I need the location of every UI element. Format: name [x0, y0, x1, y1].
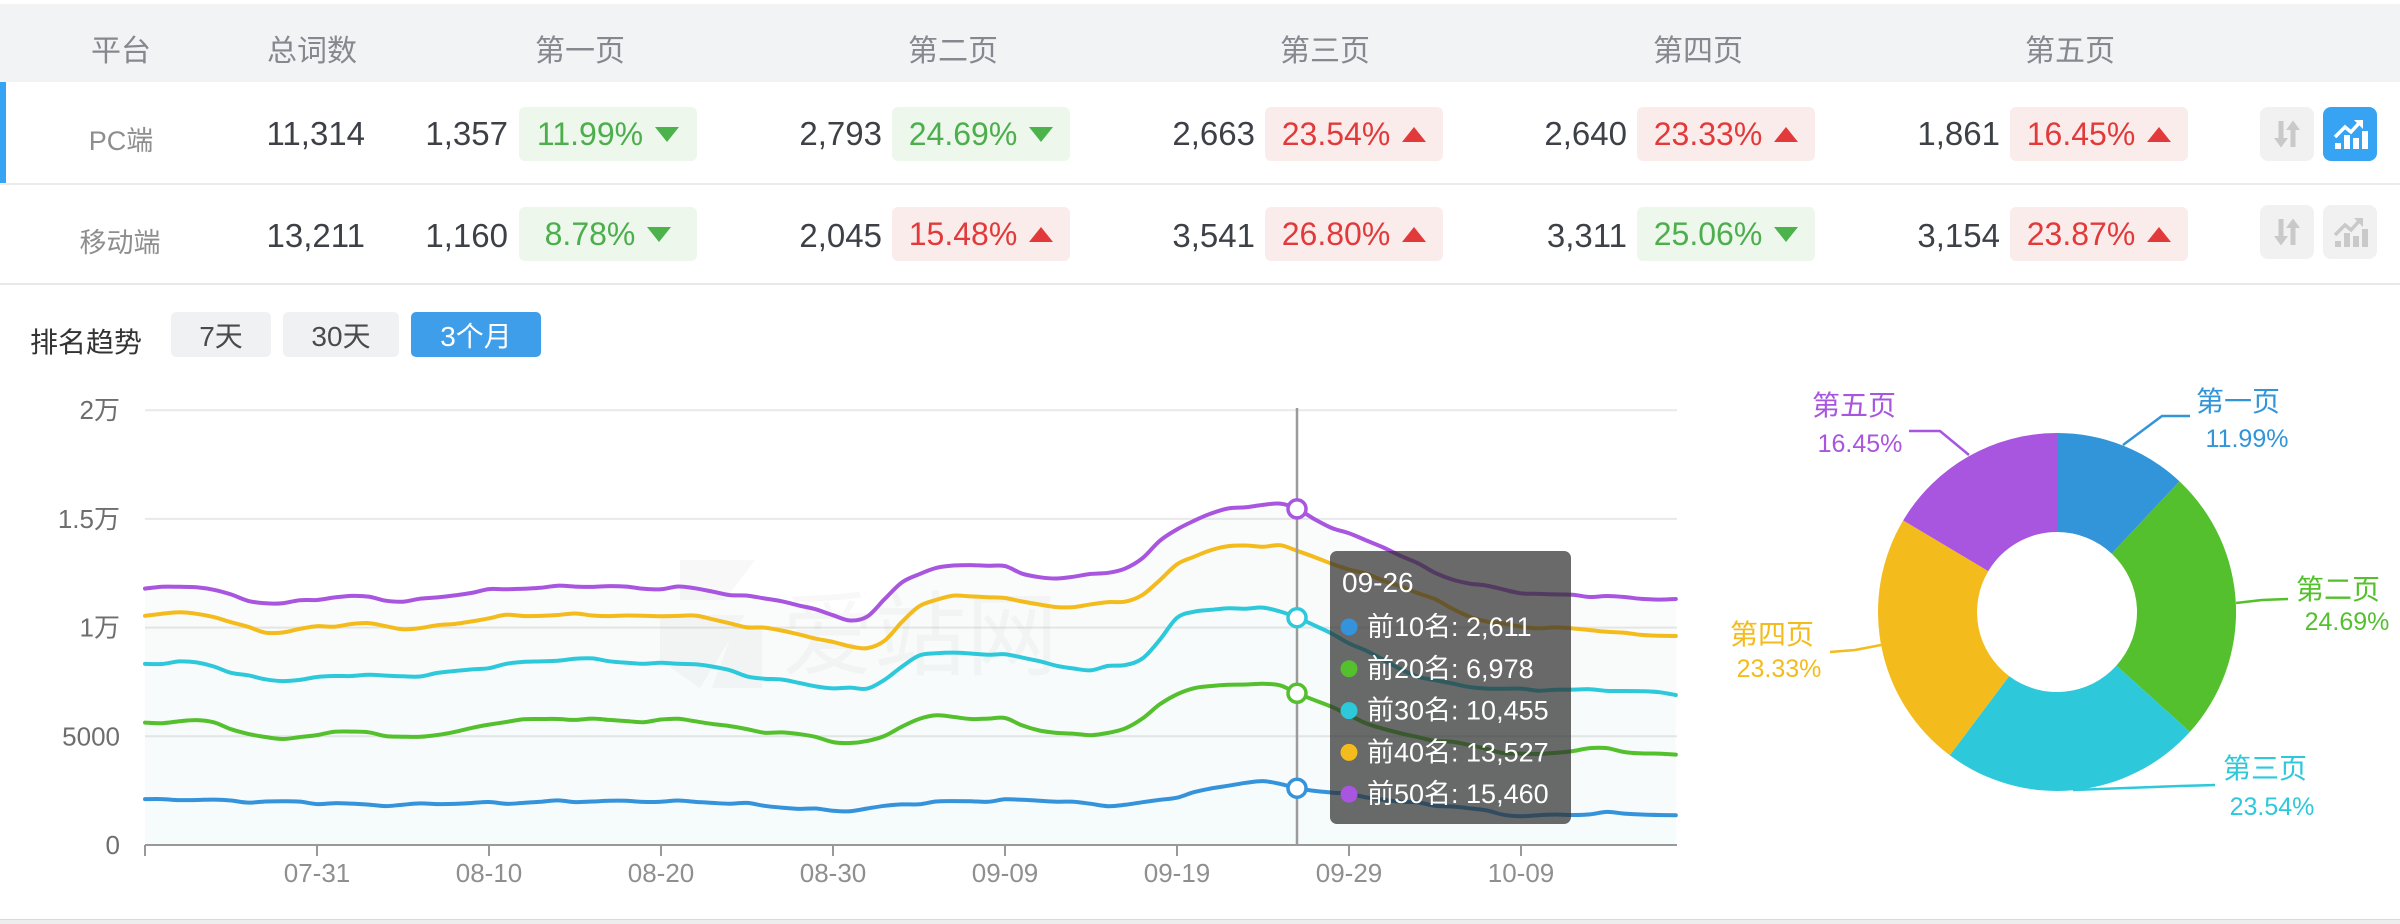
svg-text:07-31: 07-31 — [284, 858, 351, 888]
svg-text:08-30: 08-30 — [800, 858, 867, 888]
svg-text:爱站网: 爱站网 — [782, 586, 1058, 688]
svg-text:1万: 1万 — [80, 613, 120, 643]
svg-text:前10名: 2,611: 前10名: 2,611 — [1367, 612, 1532, 642]
svg-text:23.54%: 23.54% — [2230, 793, 2315, 821]
svg-text:前30名: 10,455: 前30名: 10,455 — [1367, 696, 1549, 726]
svg-text:09-29: 09-29 — [1316, 858, 1383, 888]
svg-text:23.33%: 23.33% — [1737, 655, 1822, 683]
svg-text:11.99%: 11.99% — [2206, 425, 2289, 453]
svg-text:第五页: 第五页 — [1812, 390, 1896, 421]
svg-text:10-09: 10-09 — [1488, 858, 1555, 888]
svg-text:24.69%: 24.69% — [2305, 608, 2390, 636]
svg-text:前20名: 6,978: 前20名: 6,978 — [1367, 654, 1534, 684]
svg-text:1.5万: 1.5万 — [58, 504, 120, 534]
svg-text:第一页: 第一页 — [2196, 386, 2280, 417]
svg-text:第二页: 第二页 — [2296, 574, 2380, 605]
svg-text:09-19: 09-19 — [1144, 858, 1211, 888]
svg-text:09-26: 09-26 — [1342, 567, 1414, 598]
svg-text:09-09: 09-09 — [972, 858, 1039, 888]
svg-text:前50名: 15,460: 前50名: 15,460 — [1367, 779, 1549, 809]
svg-text:2万: 2万 — [80, 395, 120, 425]
svg-text:第三页: 第三页 — [2223, 753, 2307, 784]
svg-text:5000: 5000 — [62, 721, 120, 751]
svg-text:08-10: 08-10 — [456, 858, 523, 888]
svg-text:前40名: 13,527: 前40名: 13,527 — [1367, 737, 1549, 767]
svg-text:第四页: 第四页 — [1730, 619, 1814, 650]
svg-text:16.45%: 16.45% — [1818, 430, 1903, 458]
svg-text:0: 0 — [106, 830, 120, 860]
svg-text:08-20: 08-20 — [628, 858, 695, 888]
